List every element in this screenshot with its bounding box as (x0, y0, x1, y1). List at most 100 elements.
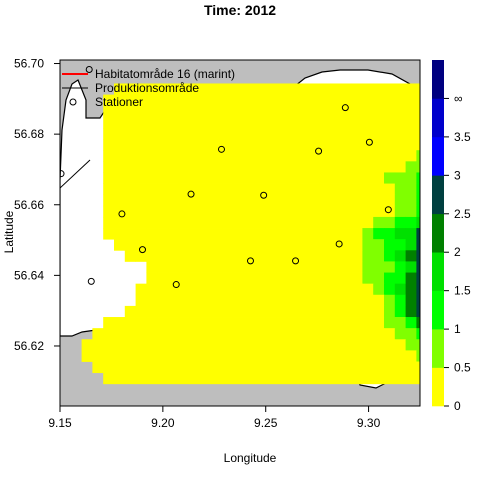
heatmap-cell (168, 205, 180, 218)
heatmap-cell (135, 350, 147, 362)
heatmap-cell (340, 372, 352, 385)
heatmap-cell (470, 184, 480, 196)
heatmap-cell (168, 150, 180, 162)
heatmap-cell (405, 317, 417, 329)
heatmap-cell (319, 294, 331, 307)
heatmap-cell (405, 205, 417, 218)
heatmap-cell (286, 94, 298, 107)
heatmap-cell (232, 194, 244, 207)
heatmap-cell (416, 205, 420, 218)
heatmap-cell (124, 216, 136, 229)
heatmap-cell (135, 161, 147, 173)
heatmap-cell (222, 116, 234, 129)
heatmap-cell (373, 194, 385, 207)
heatmap-cell (470, 217, 480, 229)
heatmap-cell (222, 183, 234, 196)
heatmap-cell (135, 116, 147, 129)
heatmap-cell (146, 183, 158, 196)
heatmap-cell (103, 94, 115, 107)
heatmap-cell (178, 150, 190, 162)
heatmap-cell (286, 239, 298, 251)
heatmap-cell (286, 294, 298, 307)
heatmap-cell (222, 194, 234, 207)
heatmap-cell (330, 261, 342, 273)
heatmap-cell (330, 105, 342, 118)
heatmap-cell (460, 172, 471, 184)
heatmap-cell (394, 94, 406, 107)
heatmap-cell (124, 372, 136, 385)
heatmap-cell (135, 150, 147, 162)
heatmap-cell (243, 105, 255, 118)
heatmap-cell (265, 361, 277, 374)
heatmap-cell (351, 228, 363, 240)
heatmap-cell (405, 194, 417, 207)
heatmap-cell (232, 305, 244, 318)
heatmap-cell (265, 216, 277, 229)
heatmap-cell (178, 194, 190, 207)
heatmap-cell (168, 350, 180, 362)
heatmap-cell (340, 105, 352, 118)
heatmap-cell (405, 261, 417, 273)
heatmap-cell (114, 239, 126, 251)
heatmap-cell (416, 139, 420, 151)
heatmap-cell (232, 150, 244, 162)
heatmap-cell (384, 161, 396, 173)
heatmap-cell (373, 328, 385, 340)
heatmap-cell (124, 250, 136, 262)
heatmap-cell (222, 94, 234, 107)
heatmap-cell (340, 272, 352, 285)
colorbar-segment (432, 329, 444, 368)
heatmap-cell (114, 216, 126, 229)
heatmap-cell (319, 261, 331, 273)
heatmap-cell (373, 239, 385, 251)
heatmap-cell (384, 372, 396, 385)
heatmap-cell (157, 116, 169, 129)
heatmap-cell (146, 317, 158, 329)
heatmap-cell (373, 139, 385, 151)
heatmap-cell (103, 183, 115, 196)
heatmap-cell (351, 372, 363, 385)
heatmap-cell (135, 317, 147, 329)
heatmap-cell (243, 272, 255, 285)
heatmap-cell (222, 261, 234, 273)
heatmap-cell (232, 183, 244, 196)
heatmap-cell (460, 228, 471, 240)
heatmap-cell (286, 250, 298, 262)
heatmap-cell (265, 339, 277, 351)
station-marker (365, 138, 373, 146)
colorbar-label: 0 (454, 399, 461, 413)
colorbar-label: 0.5 (454, 361, 471, 375)
heatmap-cell (308, 183, 320, 196)
heatmap-cell (265, 372, 277, 385)
heatmap-cell (232, 294, 244, 307)
heatmap-cell (308, 194, 320, 207)
heatmap-cell (297, 261, 309, 273)
heatmap-cell (330, 239, 342, 251)
heatmap-cell (416, 361, 420, 374)
heatmap-cell (297, 350, 309, 362)
heatmap-cell (394, 194, 406, 207)
colorbar-label: 2.5 (454, 207, 471, 221)
heatmap-cell (232, 283, 244, 296)
heatmap-cell (254, 194, 266, 207)
heatmap-cell (178, 339, 190, 351)
heatmap-cell (460, 239, 471, 251)
heatmap-cell (394, 272, 406, 285)
heatmap-cell (135, 250, 147, 262)
heatmap-cell (200, 116, 212, 129)
heatmap-cell (200, 350, 212, 362)
heatmap-cell (362, 105, 374, 118)
heatmap-cell (222, 228, 234, 240)
heatmap-cell (114, 116, 126, 129)
heatmap-cell (460, 261, 471, 273)
station-marker (315, 147, 323, 155)
heatmap-cell (362, 127, 374, 140)
heatmap-cell (103, 194, 115, 207)
heatmap-cell (135, 194, 147, 207)
heatmap-cell (449, 117, 460, 129)
heatmap-cell (103, 105, 115, 118)
heatmap-cell (211, 161, 223, 173)
heatmap-cell (254, 317, 266, 329)
heatmap-cell (394, 283, 406, 296)
heatmap-cell (168, 339, 180, 351)
